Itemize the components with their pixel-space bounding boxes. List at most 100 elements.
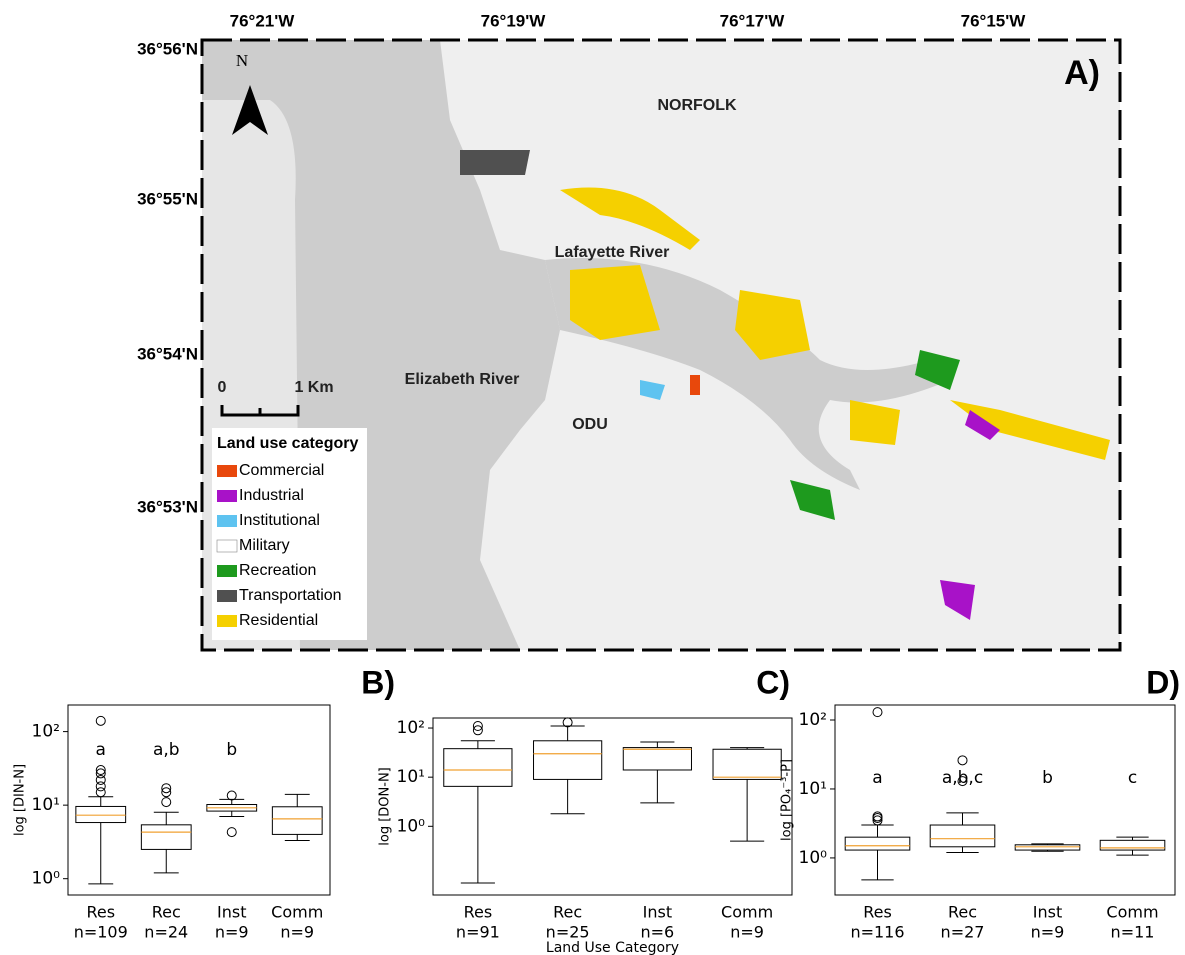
n-label: n=116 [850, 923, 904, 942]
legend-swatch [217, 565, 237, 577]
x-tick-label: Comm [1106, 903, 1158, 922]
axes-frame [68, 705, 330, 895]
y-tick-label: 10² [799, 710, 827, 730]
legend-swatch [217, 515, 237, 527]
outlier [162, 784, 171, 793]
n-label: n=9 [1031, 923, 1065, 942]
significance-letter: a,b,c [942, 768, 983, 788]
panel-label: C) [756, 664, 790, 700]
x-tick-label: Comm [271, 903, 323, 922]
scale-label: 1 Km [294, 379, 333, 396]
n-label: n=6 [641, 923, 675, 942]
y-tick-label: 10⁰ [799, 848, 828, 868]
panel-label: D) [1146, 664, 1180, 700]
land-patch [460, 150, 530, 175]
y-tick-label: 10² [397, 718, 425, 738]
figure: N 0 1 Km NORFOLK Lafayette River Elizabe… [0, 0, 1185, 955]
y-tick-label: 10² [32, 722, 60, 742]
significance-letter: a [872, 768, 882, 788]
x-tick-label: Res [464, 903, 493, 922]
outlier [958, 756, 967, 765]
box [534, 741, 602, 780]
lon-label: 76°15'W [961, 11, 1027, 30]
land-patch [690, 375, 700, 395]
x-tick-label: Inst [1033, 903, 1062, 922]
significance-letter: b [1042, 768, 1053, 788]
place-label: ODU [572, 416, 608, 433]
panel-label: B) [361, 664, 395, 700]
y-tick-label: 10¹ [397, 767, 425, 787]
axes-frame [835, 705, 1175, 895]
legend [212, 428, 367, 640]
legend-label: Institutional [239, 512, 320, 529]
y-axis-label: log [PO₄⁻³-P] [780, 759, 795, 841]
box [1100, 840, 1165, 850]
y-tick-label: 10⁰ [397, 816, 426, 836]
axes-frame [433, 718, 792, 895]
n-label: n=9 [280, 923, 314, 942]
lat-label: 36°53'N [137, 497, 198, 516]
x-tick-label: Comm [721, 903, 773, 922]
north-label: N [236, 51, 248, 70]
scale-label: 0 [218, 379, 227, 396]
box [713, 749, 781, 779]
n-label: n=11 [1111, 923, 1155, 942]
n-label: n=25 [546, 923, 590, 942]
x-tick-label: Res [86, 903, 115, 922]
legend-swatch [217, 615, 237, 627]
significance-letter: c [1128, 768, 1137, 788]
place-label: NORFOLK [657, 97, 737, 114]
legend-swatch [217, 490, 237, 502]
significance-letter: b [226, 740, 237, 760]
x-axis-label: Land Use Category [546, 940, 679, 955]
legend-label: Military [239, 537, 290, 554]
box [845, 837, 910, 850]
legend-swatch [217, 540, 237, 552]
y-axis-label: log [DIN-N] [13, 764, 28, 836]
x-tick-label: Res [863, 903, 892, 922]
map: N 0 1 Km NORFOLK Lafayette River Elizabe… [202, 40, 1120, 650]
lat-label: 36°54'N [137, 344, 198, 363]
y-tick-label: 10⁰ [32, 869, 61, 889]
significance-letter: a,b [153, 740, 180, 760]
lat-label: 36°56'N [137, 39, 198, 58]
legend-swatch [217, 590, 237, 602]
box [272, 807, 322, 835]
legend-title: Land use category [217, 435, 358, 452]
box [1015, 845, 1080, 850]
n-label: n=91 [456, 923, 500, 942]
outlier [162, 798, 171, 807]
x-tick-label: Rec [948, 903, 977, 922]
place-label: Lafayette River [555, 244, 670, 261]
lon-label: 76°17'W [720, 11, 786, 30]
box [444, 749, 512, 787]
outlier [873, 816, 882, 825]
n-label: n=9 [215, 923, 249, 942]
outlier [873, 708, 882, 717]
y-axis-label: log [DON-N] [378, 767, 393, 845]
legend-label: Commercial [239, 462, 324, 479]
x-tick-label: Rec [152, 903, 181, 922]
box [623, 748, 691, 770]
box [930, 825, 995, 847]
y-tick-label: 10¹ [799, 779, 827, 799]
lon-label: 76°21'W [230, 11, 296, 30]
y-tick-label: 10¹ [32, 795, 60, 815]
outlier [227, 791, 236, 800]
box [141, 825, 191, 850]
n-label: n=9 [730, 923, 764, 942]
legend-label: Recreation [239, 562, 316, 579]
place-label: Elizabeth River [405, 371, 520, 388]
n-label: n=27 [941, 923, 985, 942]
n-label: n=109 [74, 923, 128, 942]
lon-label: 76°19'W [481, 11, 547, 30]
panel-label: A) [1064, 54, 1100, 92]
outlier [227, 828, 236, 837]
outlier [162, 788, 171, 797]
x-tick-label: Rec [553, 903, 582, 922]
legend-label: Industrial [239, 487, 304, 504]
legend-label: Residential [239, 612, 318, 629]
legend-label: Transportation [239, 587, 342, 604]
legend-swatch [217, 465, 237, 477]
outlier [96, 716, 105, 725]
